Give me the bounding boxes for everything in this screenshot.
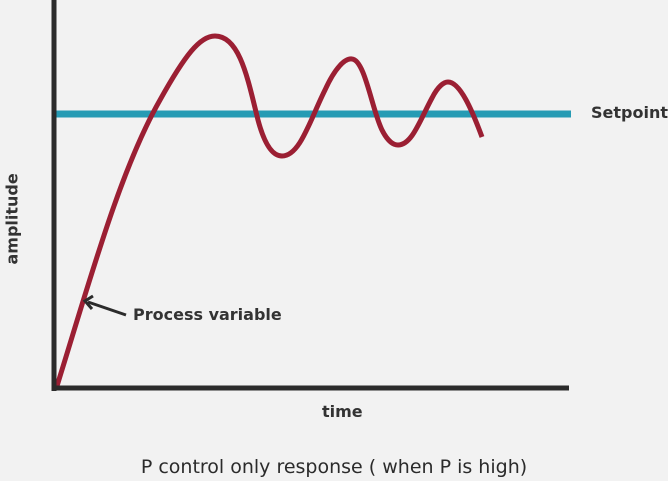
process-variable-label: Process variable — [133, 305, 282, 324]
arrow-icon — [82, 294, 127, 317]
setpoint-label: Setpoint — [591, 103, 668, 122]
process-variable-curve — [54, 33, 485, 387]
chart-title: P control only response ( when P is high… — [140, 456, 528, 478]
y-axis-label: amplitude — [2, 173, 22, 265]
x-axis-label: time — [322, 402, 363, 421]
